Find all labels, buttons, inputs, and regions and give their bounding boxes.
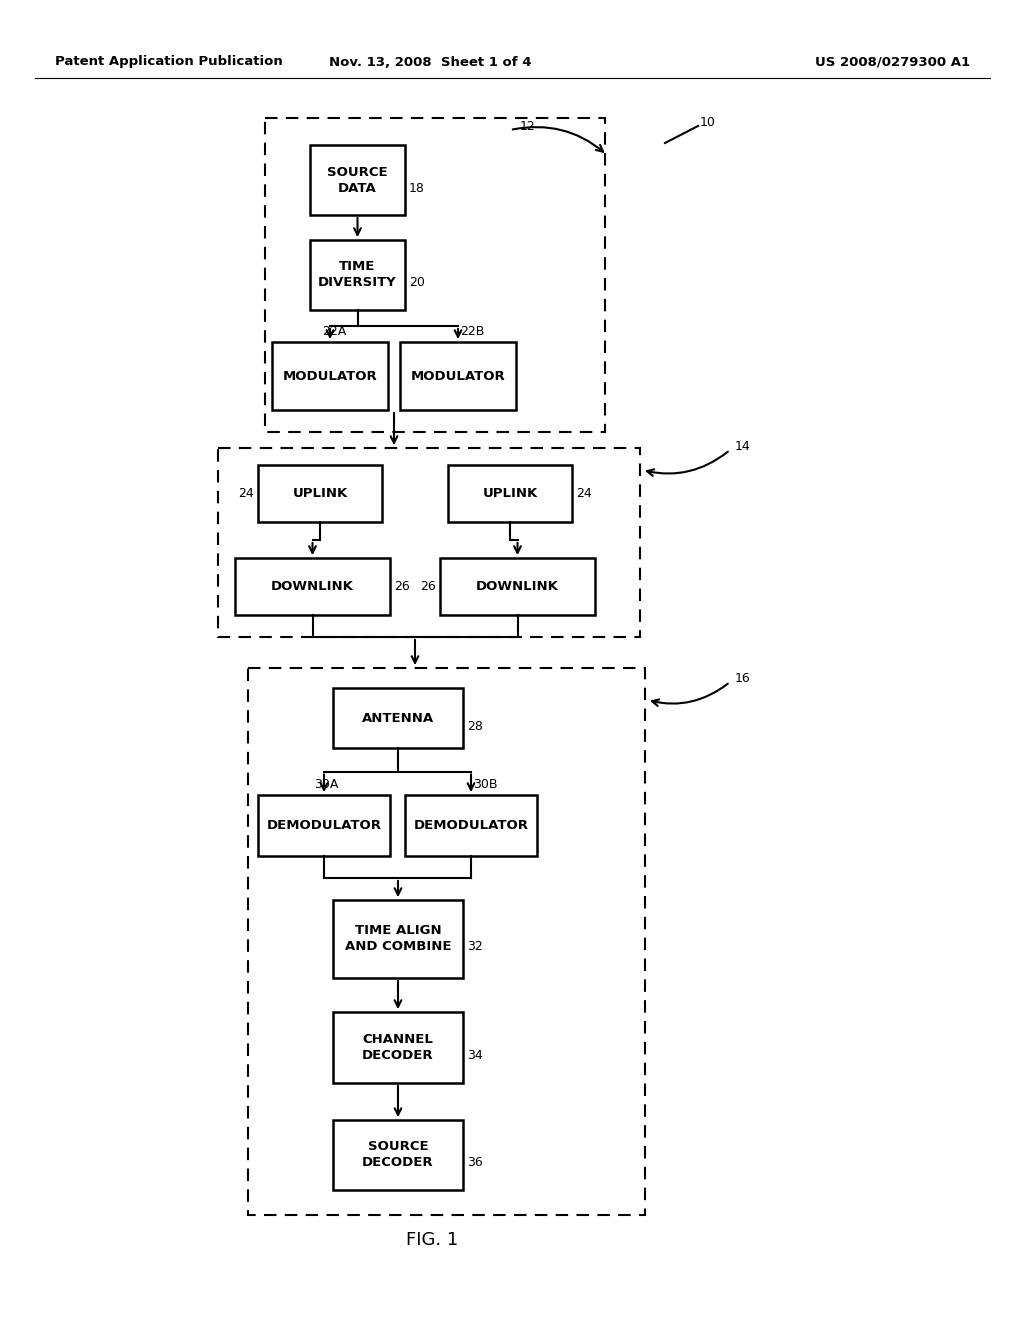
Text: 34: 34	[467, 1049, 482, 1063]
Text: SOURCE
DATA: SOURCE DATA	[328, 165, 388, 194]
Text: DEMODULATOR: DEMODULATOR	[414, 818, 528, 832]
Text: MODULATOR: MODULATOR	[411, 370, 506, 383]
Text: MODULATOR: MODULATOR	[283, 370, 378, 383]
Text: FIG. 1: FIG. 1	[406, 1232, 458, 1249]
Bar	[449, 465, 572, 521]
Text: 22A: 22A	[322, 325, 346, 338]
Bar	[258, 465, 382, 521]
Text: SOURCE
DECODER: SOURCE DECODER	[362, 1140, 434, 1170]
Text: 22B: 22B	[460, 325, 484, 338]
Text: UPLINK: UPLINK	[293, 487, 347, 500]
Text: 36: 36	[467, 1156, 482, 1170]
Text: 26: 26	[420, 579, 436, 593]
Bar	[310, 145, 406, 215]
Text: 12: 12	[520, 120, 536, 132]
Bar	[406, 795, 537, 855]
Bar	[234, 558, 390, 615]
Text: ANTENNA: ANTENNA	[361, 711, 434, 725]
Text: 14: 14	[735, 440, 751, 453]
Text: DEMODULATOR: DEMODULATOR	[266, 818, 382, 832]
Text: CHANNEL
DECODER: CHANNEL DECODER	[362, 1034, 434, 1063]
Bar	[265, 117, 605, 432]
Text: 26: 26	[394, 579, 410, 593]
Bar	[310, 240, 406, 310]
Text: Patent Application Publication: Patent Application Publication	[55, 55, 283, 69]
Bar	[248, 668, 645, 1214]
Text: 16: 16	[735, 672, 751, 685]
Text: 24: 24	[575, 487, 592, 500]
Text: TIME ALIGN
AND COMBINE: TIME ALIGN AND COMBINE	[345, 924, 452, 953]
Text: 18: 18	[409, 181, 425, 194]
Text: UPLINK: UPLINK	[482, 487, 538, 500]
Bar	[333, 1119, 463, 1191]
Text: 30B: 30B	[473, 777, 498, 791]
Text: 10: 10	[700, 116, 716, 129]
Bar	[218, 447, 640, 638]
Bar	[333, 900, 463, 978]
Bar	[333, 688, 463, 748]
Text: 28: 28	[467, 719, 483, 733]
Text: 32: 32	[467, 940, 482, 953]
Text: 20: 20	[409, 276, 425, 289]
Text: TIME
DIVERSITY: TIME DIVERSITY	[318, 260, 397, 289]
Bar	[333, 1012, 463, 1082]
Text: DOWNLINK: DOWNLINK	[271, 579, 354, 593]
Bar	[400, 342, 516, 411]
Text: US 2008/0279300 A1: US 2008/0279300 A1	[815, 55, 970, 69]
Bar	[272, 342, 388, 411]
Text: 30A: 30A	[314, 777, 338, 791]
Text: Nov. 13, 2008  Sheet 1 of 4: Nov. 13, 2008 Sheet 1 of 4	[329, 55, 531, 69]
Text: DOWNLINK: DOWNLINK	[476, 579, 559, 593]
Bar	[258, 795, 390, 855]
Text: 24: 24	[239, 487, 254, 500]
Bar	[440, 558, 595, 615]
